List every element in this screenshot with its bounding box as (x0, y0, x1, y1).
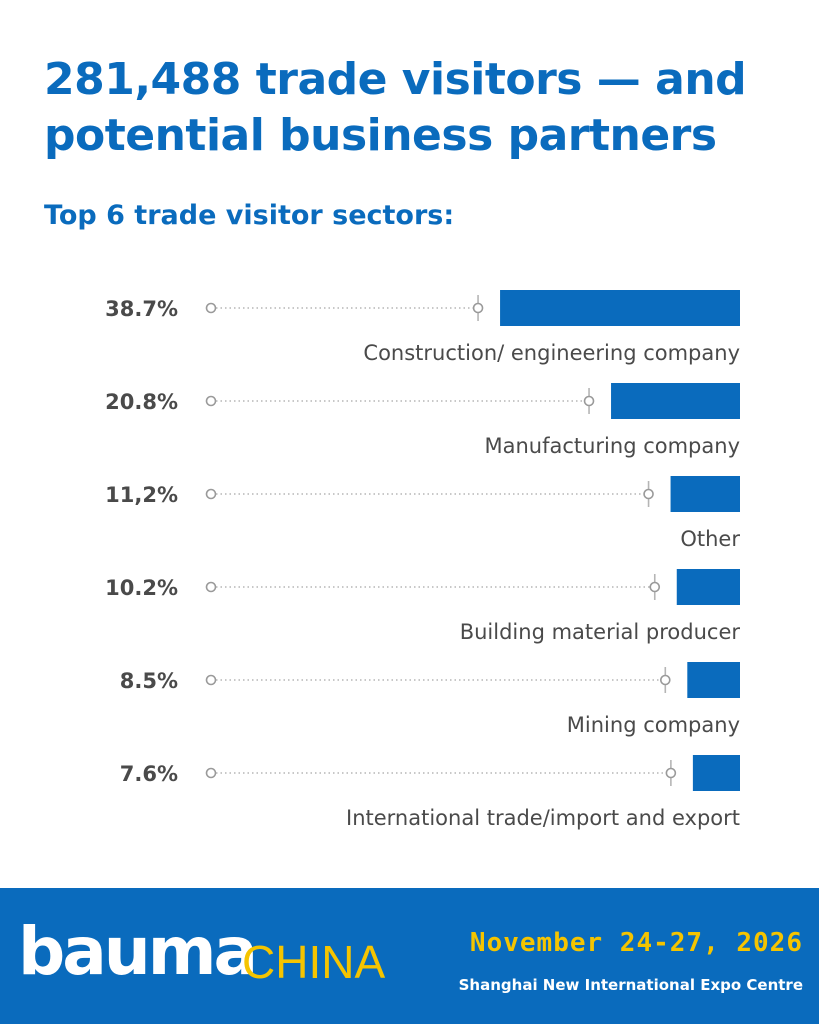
page-title: 281,488 trade visitors — and potential b… (44, 54, 747, 161)
bar (676, 569, 740, 605)
category-label: Construction/ engineering company (363, 341, 740, 365)
leader-end-dot (665, 767, 677, 779)
category-label: Other (680, 527, 740, 551)
leader-end-dot (659, 674, 671, 686)
bar (670, 476, 740, 512)
category-label: Manufacturing company (484, 434, 740, 458)
event-footer: bauma CHINA November 24-27, 2026 Shangha… (0, 888, 819, 1024)
leader-end-dot (472, 302, 484, 314)
bauma-logo: bauma (18, 913, 258, 990)
category-label: Building material producer (460, 620, 741, 644)
leader-end-dot (643, 488, 654, 500)
leader-start-dot (205, 767, 217, 779)
bar (692, 755, 740, 791)
leader-start-dot (205, 302, 217, 314)
leader-start-dot (205, 674, 217, 686)
sector-bar-chart: 38.7% Construction/ engineering company 20… (105, 290, 741, 830)
category-label: Mining company (567, 713, 740, 737)
bar (611, 383, 740, 419)
bar (687, 662, 740, 698)
leader-start-dot (205, 581, 217, 593)
event-venue: Shanghai New International Expo Centre (458, 976, 803, 994)
value-label: 8.5% (120, 669, 178, 693)
category-label: International trade/import and export (346, 806, 740, 830)
leader-start-dot (205, 395, 217, 407)
leader-end-dot (583, 395, 595, 407)
bar (500, 290, 740, 326)
leader-start-dot (205, 488, 217, 500)
bauma-logo-china: CHINA (242, 936, 386, 988)
value-label: 10.2% (105, 576, 178, 600)
event-date: November 24-27, 2026 (469, 928, 803, 958)
leader-end-dot (649, 581, 661, 593)
value-label: 7.6% (120, 762, 178, 786)
chart-subtitle: Top 6 trade visitor sectors: (44, 200, 455, 231)
value-label: 38.7% (105, 297, 178, 321)
value-label: 20.8% (105, 390, 178, 414)
value-label: 11,2% (105, 483, 178, 507)
